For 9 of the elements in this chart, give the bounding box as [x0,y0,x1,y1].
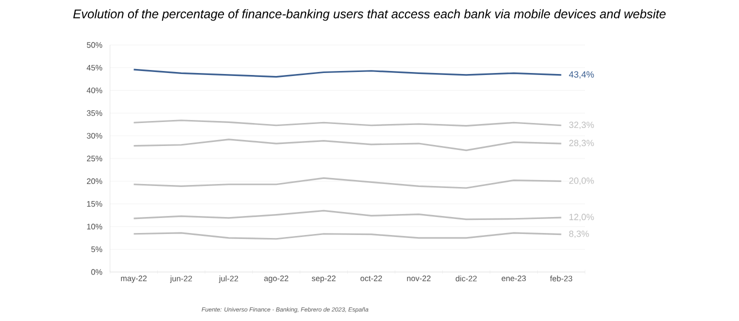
data-label: 8,3% [569,230,589,238]
line-series [132,210,562,220]
data-label: 43,4% [568,71,594,79]
data-label: 12,0% [569,214,594,222]
data-label: 20,0% [569,177,594,185]
data-label: 32,3% [569,122,594,130]
line-series [132,138,562,152]
chart-title: Evolution of the percentage of finance-banking users that access each bank via mobile devices and website [73,9,666,21]
data-label: 28,3% [569,140,594,148]
